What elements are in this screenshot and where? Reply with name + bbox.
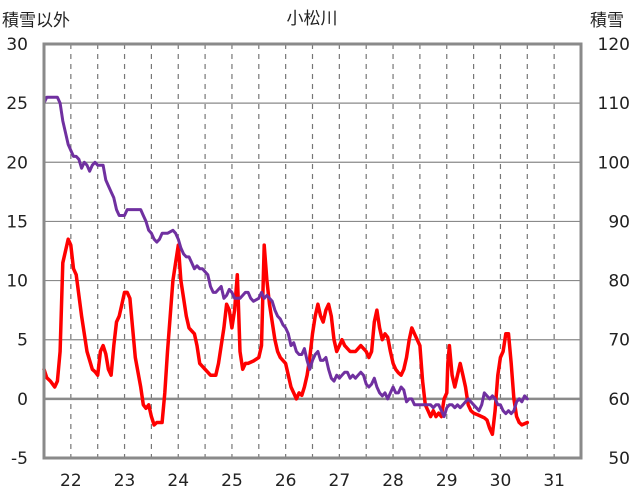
series-line-other [42,237,530,437]
right-tick-label: 100 [598,153,630,173]
left-tick-label: 20 [6,153,28,173]
x-tick-label: 31 [543,471,565,491]
series-line-snow-depth [42,95,529,419]
tick-labels: -5 0 5 10 15 20 25 30 50 60 70 80 90 100 110 120 22 23 24 2… [6,35,630,491]
gridlines [44,44,581,458]
left-tick-label: 15 [6,212,28,232]
x-tick-label: 24 [167,471,189,491]
x-tick-label: 25 [221,471,243,491]
x-tick-label: 23 [114,471,136,491]
right-tick-label: 120 [598,35,630,55]
chart-title: 小松川 [287,9,338,29]
right-tick-label: 80 [608,272,630,292]
right-axis-label: 積雪 [590,11,624,31]
left-tick-label: -5 [11,449,28,469]
right-tick-label: 60 [608,390,630,410]
left-axis-label: 積雪以外 [2,11,70,31]
x-tick-label: 28 [382,471,404,491]
left-tick-label: 30 [6,35,28,55]
x-tick-label: 30 [490,471,512,491]
plot-frame [42,42,583,460]
right-tick-label: 70 [608,331,630,351]
right-tick-label: 110 [598,94,630,114]
x-tick-label: 29 [436,471,458,491]
right-tick-label: 90 [608,212,630,232]
x-tick-label: 27 [329,471,351,491]
left-tick-label: 5 [17,331,28,351]
left-tick-label: 10 [6,272,28,292]
x-tick-label: 26 [275,471,297,491]
right-tick-label: 50 [608,449,630,469]
left-tick-label: 0 [17,390,28,410]
left-tick-label: 25 [6,94,28,114]
series-lines [42,95,530,437]
x-tick-label: 22 [60,471,82,491]
